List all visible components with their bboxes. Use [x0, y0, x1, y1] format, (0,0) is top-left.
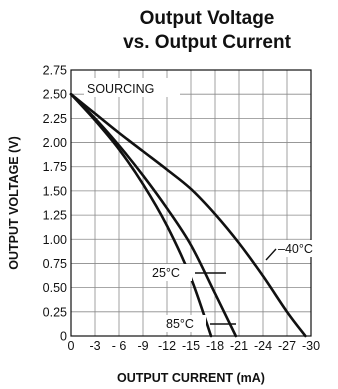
x-tick-label: -12	[158, 339, 176, 353]
series-label-leader	[265, 248, 277, 261]
y-tick-label: 0	[60, 330, 67, 344]
x-tick-label: -3	[89, 339, 100, 353]
series-label-background	[164, 315, 206, 332]
series-label: –40°C	[278, 242, 313, 256]
x-axis-title: OUTPUT CURRENT (mA)	[117, 371, 265, 385]
x-tick-label: -27	[278, 339, 296, 353]
y-tick-label: 2.50	[43, 88, 67, 102]
series-line	[69, 92, 307, 338]
x-tick-label: -9	[137, 339, 148, 353]
y-tick-label: 1.50	[43, 184, 67, 198]
sourcing-label-background	[84, 78, 180, 97]
x-tick-label: - 6	[112, 339, 127, 353]
chart-title-line-1: Output Voltage	[140, 8, 275, 29]
y-tick-label: 1.00	[43, 233, 67, 247]
y-tick-label: 0.50	[43, 281, 67, 295]
series-label: 25°C	[152, 266, 180, 280]
series-label-background	[150, 264, 192, 281]
x-tick-label: -18	[206, 339, 224, 353]
x-tick-label: -21	[230, 339, 248, 353]
grid	[71, 70, 311, 336]
y-tick-label: 0.25	[43, 305, 67, 319]
series-line	[69, 92, 238, 338]
y-axis-title: OUTPUT VOLTAGE (V)	[7, 136, 21, 270]
plot-frame	[70, 69, 312, 337]
y-tick-label: 0.75	[43, 257, 67, 271]
x-tick-label: -24	[254, 339, 272, 353]
x-tick-label: -30	[302, 339, 320, 353]
y-tick-label: 1.75	[43, 160, 67, 174]
y-tick-label: 2.25	[43, 112, 67, 126]
chart-title-line-2: vs. Output Current	[123, 32, 292, 53]
annotations: SOURCING –40°C 25°C 85°C	[84, 78, 326, 332]
series-label: 85°C	[166, 317, 194, 331]
tick-labels: 0 -3 - 6 -9 -12 -15 -18 -21 -24 -27 -30 2.75 2.50 2.2…	[43, 64, 320, 354]
series-label-background	[276, 240, 326, 257]
x-tick-label: 0	[68, 339, 75, 353]
y-tick-label: 1.25	[43, 209, 67, 223]
y-tick-label: 2.75	[43, 64, 67, 78]
sourcing-label: SOURCING	[87, 82, 154, 96]
y-tick-label: 2.00	[43, 136, 67, 150]
x-tick-label: -15	[182, 339, 200, 353]
